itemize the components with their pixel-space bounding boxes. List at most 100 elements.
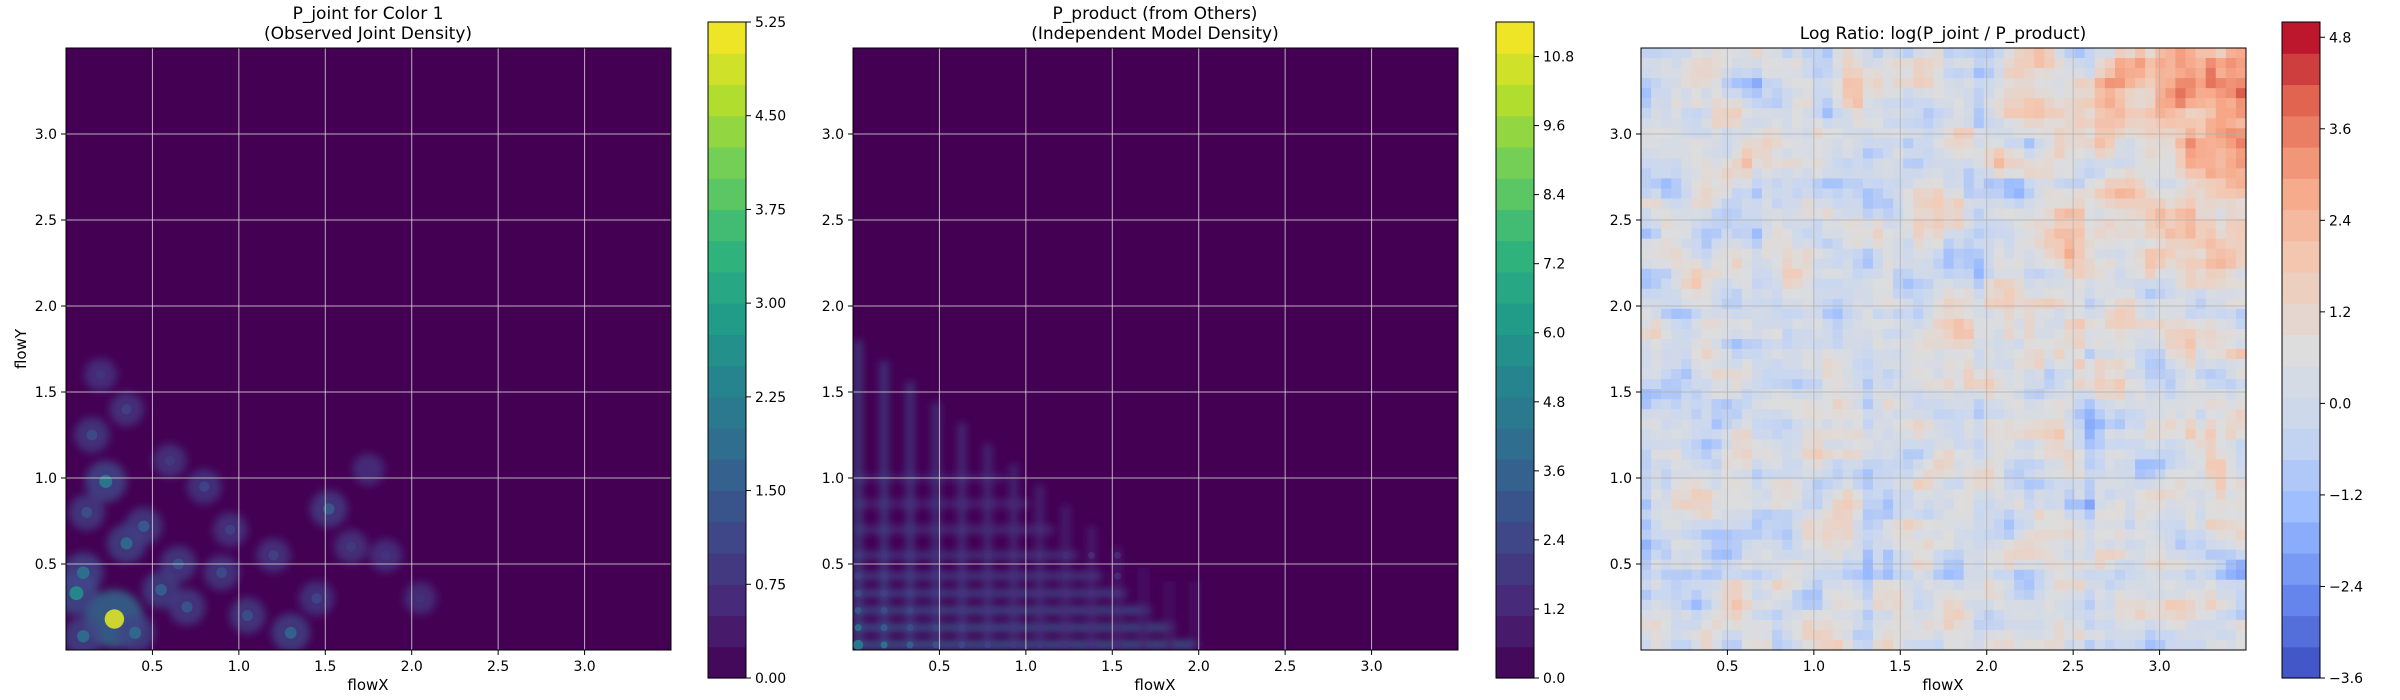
ratio-cell — [1792, 489, 1803, 501]
ratio-cell — [1812, 208, 1824, 220]
ratio-cell — [1812, 228, 1824, 240]
ratio-cell — [2074, 188, 2086, 200]
ratio-cell — [2094, 509, 2106, 521]
ratio-cell — [2135, 379, 2146, 390]
ratio-cell — [2185, 218, 2197, 230]
ratio-cell — [1933, 389, 1945, 400]
ratio-cell — [2094, 479, 2106, 491]
ratio-cell — [2185, 198, 2197, 210]
ratio-cell — [2155, 298, 2166, 310]
ratio-cell — [1953, 298, 1965, 310]
ratio-cell — [1883, 228, 1894, 240]
ratio-cell — [2205, 359, 2217, 370]
ratio-cell — [1963, 188, 1975, 200]
ratio-cell — [2024, 489, 2035, 501]
ratio-cell — [1661, 148, 1672, 159]
ratio-cell — [2155, 409, 2166, 420]
ratio-cell — [2165, 379, 2177, 390]
ratio-cell — [1701, 389, 1713, 400]
ratio-cell — [1953, 48, 1965, 59]
ratio-cell — [1711, 349, 1723, 360]
ratio-cell — [1983, 459, 1995, 470]
ratio-cell — [2024, 258, 2035, 270]
ratio-cell — [1772, 218, 1783, 230]
ratio-cell — [1691, 168, 1703, 180]
ratio-cell — [1792, 88, 1803, 99]
ratio-cell — [2104, 349, 2116, 360]
ratio-cell — [2155, 459, 2166, 470]
ratio-cell — [2145, 148, 2156, 159]
ratio-cell — [1963, 298, 1975, 310]
ratio-cell — [2004, 178, 2015, 190]
ratio-cell — [1772, 369, 1783, 380]
ratio-cell — [2175, 178, 2187, 190]
product-band-vertical — [906, 381, 915, 650]
ratio-cell — [2034, 579, 2045, 591]
ratio-cell — [2175, 549, 2187, 561]
ratio-cell — [1973, 208, 1985, 220]
ratio-cell — [1671, 459, 1682, 470]
ratio-cell — [1681, 298, 1693, 310]
ratio-cell — [2034, 108, 2045, 119]
ratio-cell — [2094, 208, 2106, 220]
ratio-cell — [2175, 489, 2187, 501]
ratio-cell — [2215, 328, 2227, 340]
ratio-cell — [2104, 198, 2116, 210]
ratio-cell — [2235, 509, 2246, 521]
ratio-cell — [2185, 489, 2197, 501]
ratio-cell — [1701, 629, 1713, 641]
ratio-cell — [1741, 489, 1753, 501]
ratio-cell — [1852, 489, 1864, 501]
ratio-cell — [1711, 629, 1723, 641]
ratio-cell — [2195, 549, 2207, 561]
ratio-cell — [1711, 389, 1723, 400]
ratio-cell — [1782, 449, 1793, 460]
ratio-cell — [2084, 198, 2096, 210]
ratio-cell — [1943, 409, 1955, 420]
ratio-cell — [1943, 599, 1955, 611]
ratio-cell — [2185, 359, 2197, 370]
ratio-cell — [1751, 58, 1763, 69]
ratio-cell — [1802, 278, 1814, 290]
x-tick-label: 1.5 — [314, 659, 336, 675]
ratio-cell — [1872, 188, 1884, 200]
ratio-cell — [1802, 328, 1814, 340]
ratio-cell — [1802, 238, 1814, 250]
ratio-cell — [1701, 469, 1713, 481]
ratio-cell — [2104, 479, 2116, 491]
ratio-cell — [1852, 118, 1864, 129]
ratio-cell — [1842, 609, 1854, 621]
ratio-cell — [2165, 158, 2177, 169]
ratio-cell — [2024, 459, 2035, 470]
ratio-cell — [1731, 459, 1743, 470]
product-cell — [1010, 572, 1018, 580]
ratio-cell — [1923, 479, 1935, 491]
ratio-cell — [1983, 258, 1995, 270]
ratio-cell — [2094, 258, 2106, 270]
ratio-cell — [1923, 248, 1935, 260]
ratio-cell — [2155, 479, 2166, 491]
ratio-cell — [1751, 248, 1763, 260]
ratio-cell — [2074, 48, 2086, 59]
ratio-cell — [1681, 178, 1693, 190]
ratio-cell — [1862, 359, 1874, 370]
ratio-cell — [2094, 218, 2106, 230]
ratio-cell — [1772, 469, 1783, 481]
ratio-cell — [1751, 559, 1763, 571]
ratio-cell — [1993, 298, 2005, 310]
colorbar-band — [708, 84, 746, 117]
ratio-cell — [2155, 589, 2166, 601]
ratio-cell — [2074, 369, 2086, 380]
ratio-cell — [2235, 248, 2246, 260]
ratio-cell — [2155, 369, 2166, 380]
ratio-cell — [2064, 579, 2076, 591]
ratio-cell — [1802, 459, 1814, 470]
ratio-cell — [2225, 138, 2237, 149]
ratio-cell — [1872, 629, 1884, 641]
ratio-cell — [1923, 288, 1935, 300]
ratio-cell — [1802, 539, 1814, 551]
ratio-cell — [2125, 138, 2136, 149]
ratio-cell — [1923, 569, 1935, 581]
ratio-cell — [2044, 318, 2056, 330]
ratio-cell — [2165, 208, 2177, 220]
